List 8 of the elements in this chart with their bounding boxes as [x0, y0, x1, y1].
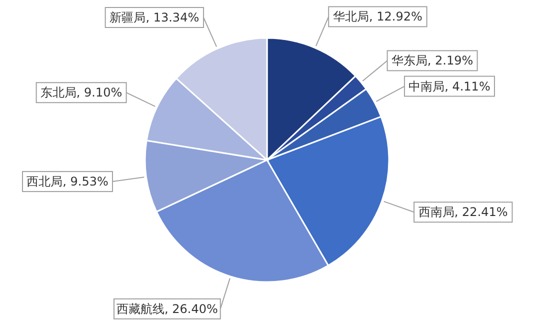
slice-label: 华北局, 12.92%	[333, 10, 422, 24]
slice-label: 华东局, 2.19%	[391, 54, 474, 68]
slice-label: 西南局, 22.41%	[418, 205, 508, 220]
slice-label: 新疆局, 13.34%	[110, 10, 200, 24]
slice-label: 西藏航线, 26.40%	[116, 302, 218, 316]
slice-label: 东北局, 9.10%	[40, 86, 122, 100]
slice-label: 中南局, 4.11%	[408, 79, 490, 94]
slice-label: 西北局, 9.53%	[26, 174, 108, 189]
